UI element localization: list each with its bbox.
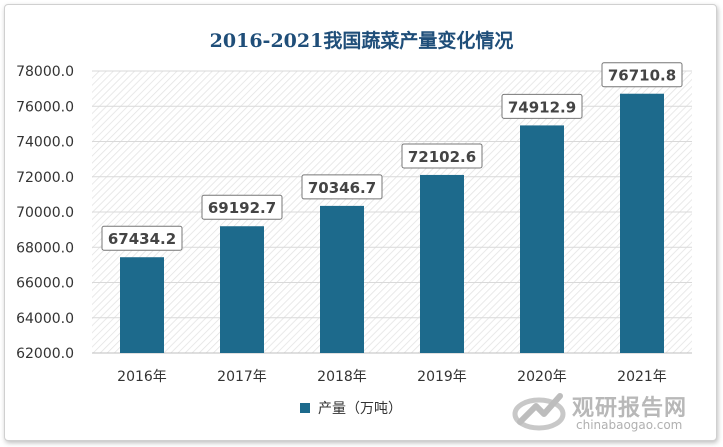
- watermark: 观研报告网 chinabaogao.com: [510, 388, 710, 436]
- watermark-name: 观研报告网: [572, 396, 688, 421]
- y-axis-ticks: 62000.0 64000.0 66000.0 68000.0 70000.0 72000…: [16, 64, 74, 362]
- data-label: 76710.8: [608, 67, 676, 85]
- bar: [620, 93, 664, 353]
- watermark-domain: chinabaogao.com: [576, 418, 683, 432]
- bar: [220, 226, 264, 353]
- legend-swatch: [300, 403, 310, 413]
- watermark-logo-icon: [512, 393, 566, 431]
- y-tick-label: 64000.0: [16, 311, 74, 327]
- x-tick-label: 2021年: [617, 369, 667, 385]
- x-tick-label: 2018年: [317, 369, 367, 385]
- bar: [420, 174, 464, 353]
- y-tick-label: 66000.0: [16, 276, 74, 292]
- bar: [120, 257, 164, 353]
- x-axis-ticks: 2016年 2017年 2018年 2019年 2020年 2021年: [117, 369, 667, 385]
- data-label-box: [601, 62, 683, 88]
- data-label: 67434.2: [108, 230, 176, 248]
- data-label-box: [501, 93, 583, 119]
- y-tick-label: 68000.0: [16, 240, 74, 256]
- bars: [120, 93, 664, 353]
- data-label-box: [101, 225, 183, 251]
- data-label: 69192.7: [208, 199, 276, 217]
- x-tick-label: 2016年: [117, 369, 167, 385]
- y-tick-label: 70000.0: [16, 205, 74, 221]
- x-tick-label: 2017年: [217, 369, 267, 385]
- y-tick-label: 74000.0: [16, 135, 74, 151]
- y-tick-label: 78000.0: [16, 64, 74, 80]
- bar: [320, 205, 364, 353]
- data-labels: 67434.2 69192.7 70346.7 72102.6 74912.9 76710…: [101, 62, 683, 251]
- data-label: 74912.9: [508, 98, 576, 116]
- data-label: 72102.6: [408, 148, 476, 166]
- data-label: 70346.7: [308, 179, 376, 197]
- y-tick-label: 62000.0: [16, 346, 74, 362]
- data-label-box: [401, 143, 483, 169]
- x-tick-label: 2019年: [417, 369, 467, 385]
- data-label-box: [201, 194, 283, 220]
- data-label-box: [301, 174, 383, 200]
- gridlines: [92, 70, 692, 354]
- y-tick-label: 72000.0: [16, 170, 74, 186]
- chart-title: 2016-2021我国蔬菜产量变化情况: [209, 30, 514, 52]
- legend: 产量（万吨）: [300, 398, 402, 418]
- legend-label: 产量（万吨）: [318, 401, 402, 417]
- x-tick-label: 2020年: [517, 369, 567, 385]
- bar: [520, 125, 564, 353]
- y-tick-label: 76000.0: [16, 99, 74, 115]
